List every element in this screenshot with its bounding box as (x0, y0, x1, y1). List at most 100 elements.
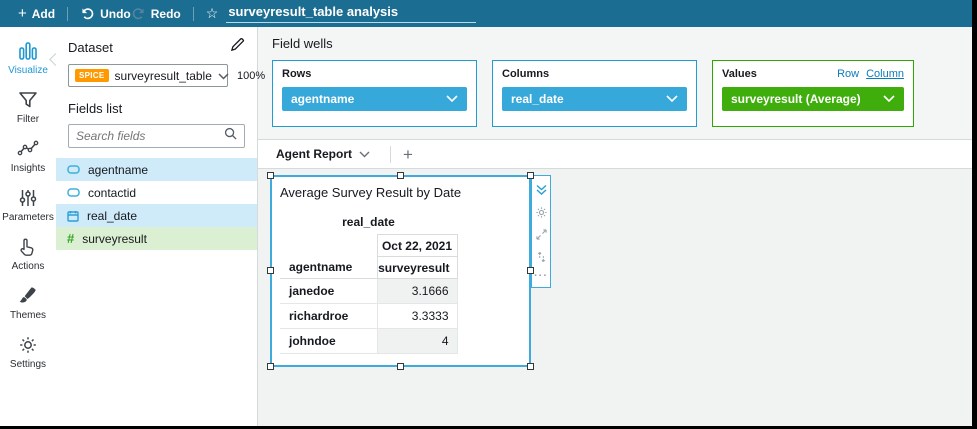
sidebar-label: Filter (16, 114, 40, 125)
values-row-link[interactable]: Row (837, 68, 860, 80)
row-header-label: agentname (280, 256, 377, 279)
value-header-label: surveyresult (376, 256, 458, 279)
calendar-field-icon (67, 210, 79, 222)
analysis-title[interactable]: surveyresult_table analysis (226, 4, 477, 23)
visual-context-toolbar: ··· (531, 175, 551, 288)
add-sheet-button[interactable]: + (403, 144, 413, 164)
string-field-icon (67, 165, 80, 174)
sidebar-label: Themes (9, 310, 47, 321)
resize-handle[interactable] (267, 267, 274, 274)
gear-icon (17, 334, 39, 356)
sidebar-item-insights[interactable]: Insights (0, 132, 56, 181)
add-button[interactable]: + Add (18, 6, 55, 21)
columns-field-well[interactable]: Columns real_date (492, 60, 697, 127)
insights-line-icon (17, 138, 39, 160)
surveyresult-cell: 3.3333 (376, 303, 458, 329)
columns-field-pill[interactable]: real_date (502, 87, 687, 111)
sidebar-item-filter[interactable]: Filter (0, 83, 56, 132)
maximize-icon[interactable] (535, 226, 547, 244)
values-field-well[interactable]: Values Row Column surveyresult (Average) (712, 60, 914, 127)
resize-handle[interactable] (267, 172, 274, 179)
bar-chart-icon (17, 40, 39, 62)
chevron-down-icon (359, 147, 370, 161)
column-group-header: real_date (342, 215, 395, 229)
undo-button[interactable]: Undo (80, 6, 131, 21)
chevron-down-icon (218, 67, 229, 85)
sidebar-item-parameters[interactable]: Parameters (0, 181, 56, 230)
search-input[interactable] (76, 129, 224, 143)
funnel-icon (17, 89, 39, 111)
date-column-header: Oct 22, 2021 (376, 234, 458, 257)
undo-button-label: Undo (100, 6, 131, 21)
toolbar-divider (67, 6, 69, 21)
pill-label: surveyresult (Average) (731, 92, 861, 106)
more-options-icon[interactable]: ··· (534, 269, 548, 282)
visual-title[interactable]: Average Survey Result by Date (280, 185, 462, 200)
field-item-agentname[interactable]: agentname (56, 158, 257, 181)
top-toolbar: + Add Undo Redo ☆ surveyresult_table ana… (0, 0, 972, 27)
tab-agent-report[interactable]: Agent Report (270, 147, 376, 161)
field-item-real-date[interactable]: real_date (56, 204, 257, 227)
format-visual-gear-icon[interactable] (535, 204, 548, 222)
table-row: janedoe 3.1666 (280, 278, 458, 304)
surveyresult-cell: 3.1666 (376, 278, 458, 304)
left-icon-sidebar: Visualize Filter Insights (0, 27, 56, 426)
sheet-tab-bar: Agent Report + (258, 140, 972, 169)
main-area: Field wells Rows agentname (258, 27, 972, 426)
plus-icon: + (18, 5, 27, 22)
table-row: richardroe 3.3333 (280, 303, 458, 329)
sheet-canvas[interactable]: Average Survey Result by Date real_date … (258, 169, 972, 426)
number-field-icon: # (67, 231, 75, 246)
favorite-star-icon[interactable]: ☆ (205, 5, 219, 21)
values-column-link[interactable]: Column (866, 68, 904, 80)
resize-handle[interactable] (527, 172, 534, 179)
redo-button-label: Redo (150, 6, 181, 21)
sidebar-item-actions[interactable]: Actions (0, 230, 56, 279)
redo-icon (131, 6, 146, 21)
agentname-cell: janedoe (280, 278, 377, 304)
resize-handle[interactable] (267, 363, 274, 370)
edit-dataset-pencil-icon[interactable] (230, 37, 245, 57)
search-icon (224, 127, 237, 145)
dataset-selector-dropdown[interactable]: SPICE surveyresult_table (68, 64, 229, 87)
resize-handle[interactable] (396, 363, 404, 370)
values-field-pill[interactable]: surveyresult (Average) (722, 87, 904, 111)
sidebar-label: Settings (9, 359, 47, 370)
resize-handle[interactable] (527, 363, 534, 370)
sidebar-item-settings[interactable]: Settings (0, 328, 56, 377)
collapse-double-chevron-icon[interactable] (535, 181, 548, 199)
resize-handle[interactable] (396, 172, 404, 179)
sidebar-label: Visualize (8, 65, 48, 76)
dataset-fields-panel: Dataset SPICE surveyresult_table 100% (49, 27, 265, 426)
tab-label: Agent Report (276, 147, 352, 161)
field-item-surveyresult[interactable]: # surveyresult (56, 227, 257, 250)
field-search-box (68, 124, 245, 148)
sidebar-item-themes[interactable]: Themes (0, 279, 56, 328)
add-button-label: Add (31, 6, 56, 21)
field-wells-section: Field wells Rows agentname (258, 27, 972, 140)
field-wells-title: Field wells (272, 36, 333, 51)
chevron-down-icon (883, 90, 895, 108)
tab-divider (390, 145, 391, 163)
pivot-data-table: Oct 22, 2021 agentname surveyresult jane… (280, 234, 458, 354)
pivot-table: real_date Oct 22, 2021 agentname surveyr… (280, 215, 521, 354)
redo-button[interactable]: Redo (131, 6, 181, 21)
well-label: Columns (502, 68, 550, 80)
chevron-down-icon (446, 90, 458, 108)
hand-pointer-icon (17, 236, 39, 258)
well-label: Rows (282, 68, 312, 80)
pivot-table-visual[interactable]: Average Survey Result by Date real_date … (267, 172, 534, 370)
rows-field-pill[interactable]: agentname (282, 87, 467, 111)
sidebar-item-visualize[interactable]: Visualize (0, 34, 56, 83)
empty-corner-cell (280, 235, 377, 257)
well-label: Values (722, 68, 757, 80)
fields-list-title: Fields list (68, 101, 123, 116)
paint-brush-icon (17, 285, 39, 307)
field-item-contactid[interactable]: contactid (56, 181, 257, 204)
sidebar-label: Insights (10, 163, 46, 174)
spice-badge: SPICE (75, 69, 109, 82)
move-resize-arrows-icon[interactable] (536, 248, 547, 266)
rows-field-well[interactable]: Rows agentname (272, 60, 477, 127)
resize-handle[interactable] (527, 267, 534, 274)
